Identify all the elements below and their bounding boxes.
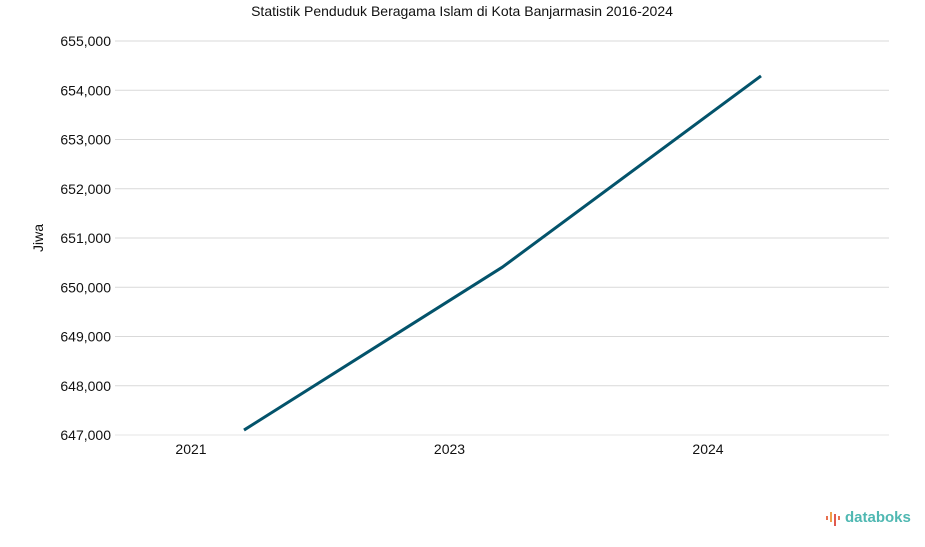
- logo-text: databoks: [845, 509, 911, 526]
- series-line: [243, 74, 762, 432]
- databoks-bars-icon: [826, 511, 840, 526]
- y-axis-label: Jiwa: [30, 224, 46, 252]
- x-tick-label: 2024: [692, 441, 723, 457]
- y-tick-label: 651,000: [60, 230, 111, 246]
- y-tick-label: 652,000: [60, 181, 111, 197]
- y-tick-label: 647,000: [60, 427, 111, 443]
- y-tick-label: 654,000: [60, 82, 111, 98]
- y-tick-label: 653,000: [60, 132, 111, 148]
- x-tick-label: 2021: [175, 441, 206, 457]
- chart-title: Statistik Penduduk Beragama Islam di Kot…: [251, 3, 673, 19]
- y-tick-label: 648,000: [60, 378, 111, 394]
- y-tick-label: 650,000: [60, 279, 111, 295]
- x-tick-label: 2023: [434, 441, 465, 457]
- databoks-logo: databoks: [826, 509, 911, 526]
- y-tick-label: 655,000: [60, 33, 111, 49]
- y-tick-label: 649,000: [60, 329, 111, 345]
